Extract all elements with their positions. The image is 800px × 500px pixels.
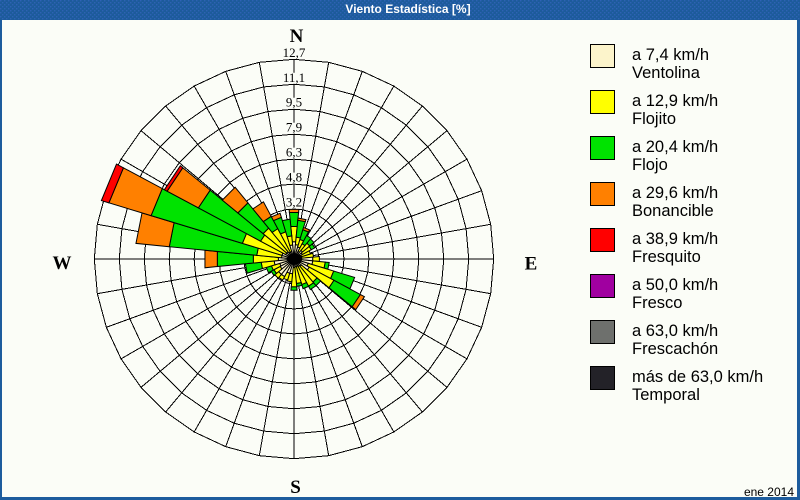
svg-text:W: W: [53, 253, 72, 274]
svg-text:9,5: 9,5: [286, 95, 302, 110]
svg-text:S: S: [290, 477, 301, 498]
svg-text:7,9: 7,9: [286, 120, 302, 135]
svg-text:E: E: [525, 254, 538, 275]
svg-text:6,3: 6,3: [286, 145, 302, 160]
svg-text:4,8: 4,8: [286, 170, 302, 185]
svg-text:N: N: [290, 26, 304, 47]
svg-text:3,2: 3,2: [286, 195, 302, 210]
svg-text:11,1: 11,1: [283, 70, 305, 85]
svg-text:12,7: 12,7: [283, 45, 306, 60]
